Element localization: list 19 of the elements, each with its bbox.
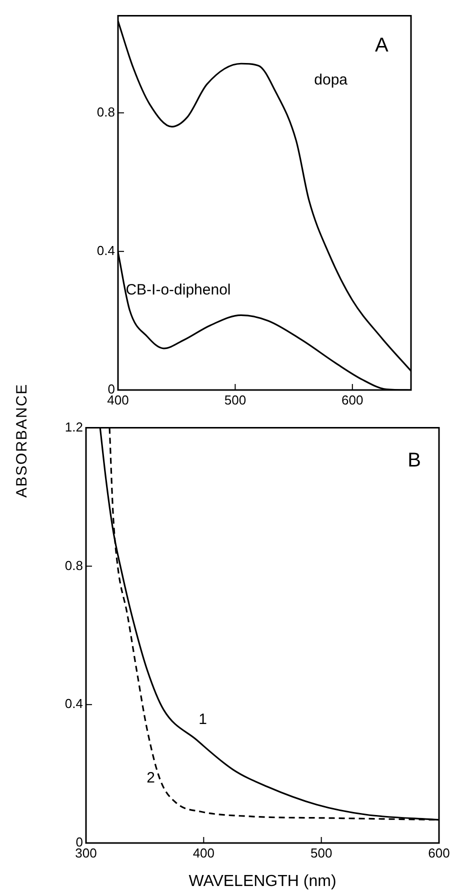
- y-tick-label: 1.2: [64, 419, 83, 434]
- text: dopa: [314, 72, 348, 89]
- annotation: A: [375, 34, 390, 56]
- y-axis-title: ABSORBANCE: [14, 382, 31, 498]
- series-label: 2: [146, 769, 155, 786]
- x-tick-label: 600: [342, 392, 364, 408]
- series-label: CB-I-o-diphenol: [126, 282, 231, 299]
- annotation: B: [408, 450, 421, 472]
- x-tick-label: 500: [224, 392, 246, 408]
- y-tick-label: 0.4: [96, 242, 115, 258]
- x-tick-label: 500: [310, 845, 332, 860]
- series-label: 1: [198, 711, 207, 728]
- x-tick-label: 400: [192, 845, 215, 860]
- x-axis-title: WAVELENGTH (nm): [188, 872, 336, 890]
- y-tick-label: 0.4: [64, 696, 83, 712]
- y-tick-label: 0.8: [96, 104, 115, 120]
- y-tick-label: 0.8: [64, 558, 83, 573]
- y-tick-label: 0: [108, 382, 115, 397]
- x-tick-label: 600: [428, 845, 450, 860]
